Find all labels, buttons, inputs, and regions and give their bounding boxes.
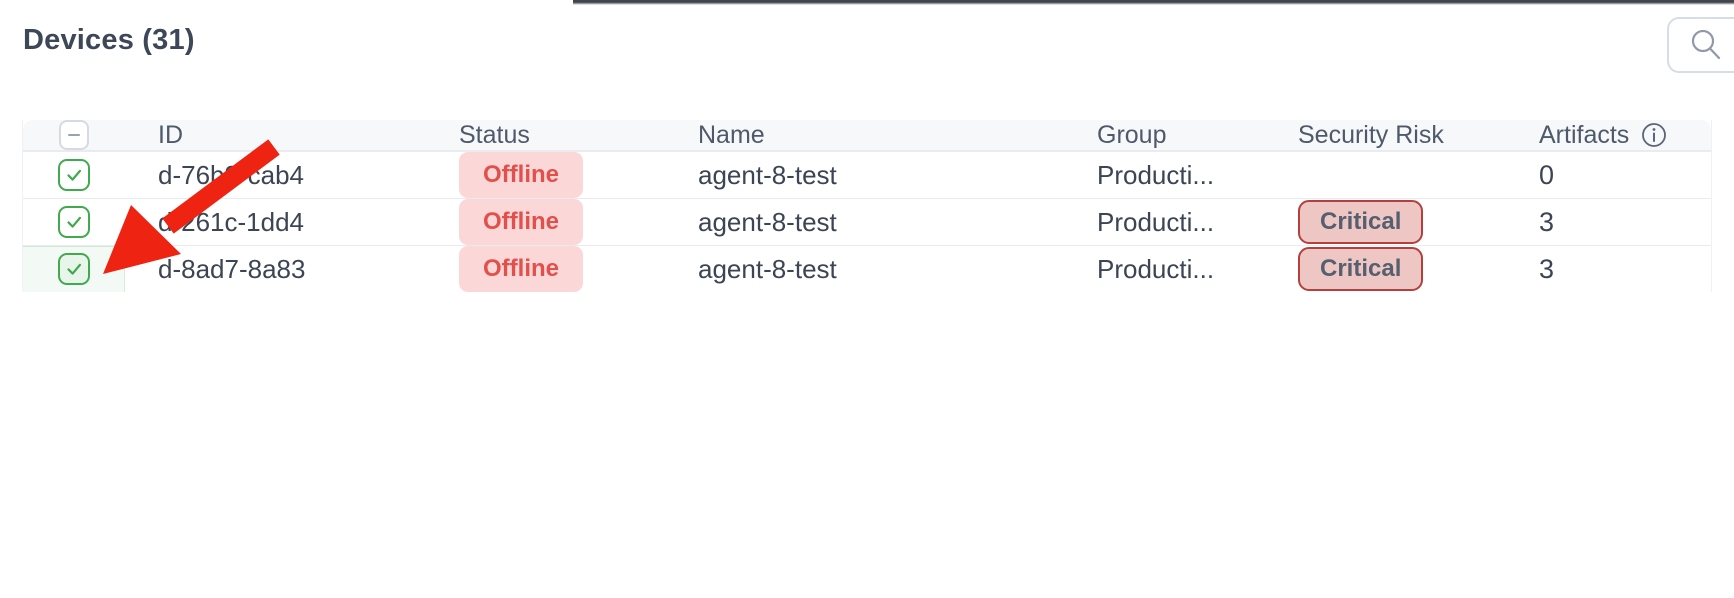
table-row[interactable]: d-76b9-cab4 Offline agent-8-test Product… <box>23 151 1711 198</box>
devices-table: ID Status Name Group Security Risk Artif… <box>22 120 1712 292</box>
status-badge-offline: Offline <box>459 246 583 292</box>
row-checkbox-checked[interactable] <box>58 206 90 238</box>
column-header-group[interactable]: Group <box>1097 120 1167 149</box>
security-risk-badge-critical: Critical <box>1298 247 1424 291</box>
search-box[interactable] <box>1667 17 1734 73</box>
artifacts-count: 3 <box>1539 206 1555 237</box>
device-name: agent-8-test <box>698 253 837 284</box>
artifacts-info-icon[interactable] <box>1641 122 1667 148</box>
device-group: Producti... <box>1097 206 1215 237</box>
device-id: d-261c-1dd4 <box>158 206 304 237</box>
checkmark-icon <box>67 263 82 275</box>
window-edge-bar <box>573 0 1734 5</box>
status-badge-offline: Offline <box>459 199 583 245</box>
device-group: Producti... <box>1097 253 1215 284</box>
column-header-artifacts: Artifacts <box>1539 121 1711 150</box>
status-badge-offline: Offline <box>459 152 583 198</box>
table-row[interactable]: d-8ad7-8a83 Offline agent-8-test Product… <box>23 245 1711 292</box>
column-header-status[interactable]: Status <box>459 120 530 149</box>
artifacts-count: 3 <box>1539 253 1555 284</box>
checkmark-icon <box>67 216 82 228</box>
security-risk-badge-critical: Critical <box>1298 200 1424 244</box>
artifacts-count: 0 <box>1539 159 1555 190</box>
device-name: agent-8-test <box>698 206 837 237</box>
row-checkbox-checked[interactable] <box>58 159 90 191</box>
checkmark-icon <box>67 169 82 181</box>
table-header-row: ID Status Name Group Security Risk Artif… <box>23 120 1711 151</box>
column-header-name[interactable]: Name <box>698 120 765 149</box>
table-row[interactable]: d-261c-1dd4 Offline agent-8-test Product… <box>23 198 1711 245</box>
indeterminate-icon <box>68 133 80 137</box>
checkbox-cell-highlighted[interactable] <box>23 246 125 292</box>
device-id: d-76b9-cab4 <box>158 159 304 190</box>
device-id: d-8ad7-8a83 <box>158 253 306 284</box>
search-icon <box>1691 29 1721 60</box>
column-header-artifacts-label: Artifacts <box>1539 120 1630 149</box>
page-title: Devices (31) <box>23 24 195 56</box>
device-group: Producti... <box>1097 159 1215 190</box>
select-all-checkbox[interactable] <box>59 120 89 150</box>
device-name: agent-8-test <box>698 159 837 190</box>
column-header-security-risk[interactable]: Security Risk <box>1298 120 1444 149</box>
column-header-id[interactable]: ID <box>158 120 183 149</box>
row-checkbox-checked[interactable] <box>58 253 90 285</box>
